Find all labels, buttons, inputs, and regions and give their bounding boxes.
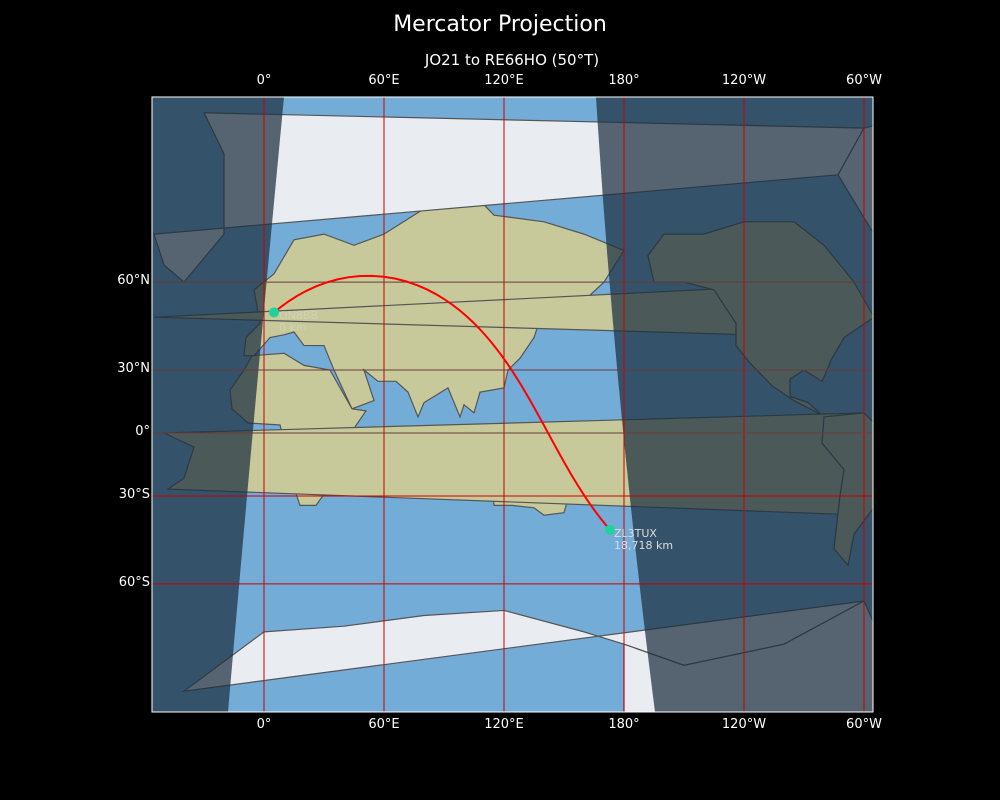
end-callsign: ZL3TUX — [614, 526, 657, 540]
x-tick-top-4: 120°W — [721, 73, 767, 88]
x-tick-bottom-2: 120°E — [484, 717, 524, 732]
map-frame — [151, 96, 874, 713]
great-circle-path — [273, 274, 611, 531]
y-tick-2: 0° — [135, 424, 150, 439]
x-tick-bottom-0: 0° — [256, 717, 272, 732]
end-distance: 18,718 km — [614, 538, 674, 552]
chart-subtitle: JO21 to RE66HO (50°T) — [424, 51, 600, 69]
y-tick-1: 30°N — [117, 361, 150, 377]
y-tick-3: 30°S — [118, 486, 150, 502]
x-tick-top-0: 0° — [256, 73, 272, 88]
y-tick-0: 60°N — [117, 273, 150, 289]
x-tick-bottom-4: 120°W — [721, 717, 767, 732]
x-tick-top-5: 60°W — [846, 73, 882, 88]
start-marker — [269, 307, 279, 318]
end-marker — [605, 524, 615, 535]
end-label: ZL3TUX 18,718 km — [614, 526, 674, 552]
land-eurasia — [243, 183, 625, 419]
start-label: ON8BB 0 km — [279, 310, 318, 334]
x-tick-top-3: 180° — [608, 73, 640, 88]
night-overlay-east — [596, 97, 873, 712]
land-eurasia — [964, 184, 1000, 417]
x-tick-bottom-3: 180° — [608, 717, 640, 732]
chart-title: Mercator Projection — [393, 12, 607, 37]
night-overlay-west — [152, 97, 284, 712]
start-distance: 0 km — [279, 321, 307, 335]
x-tick-top-1: 60°E — [368, 73, 400, 88]
x-tick-bottom-5: 60°W — [846, 717, 882, 732]
y-tick-4: 60°S — [118, 574, 150, 590]
start-callsign: ON8BB — [279, 309, 318, 323]
x-tick-top-2: 120°E — [484, 73, 524, 88]
x-tick-bottom-1: 60°E — [368, 717, 400, 732]
land-africa — [950, 353, 1000, 505]
